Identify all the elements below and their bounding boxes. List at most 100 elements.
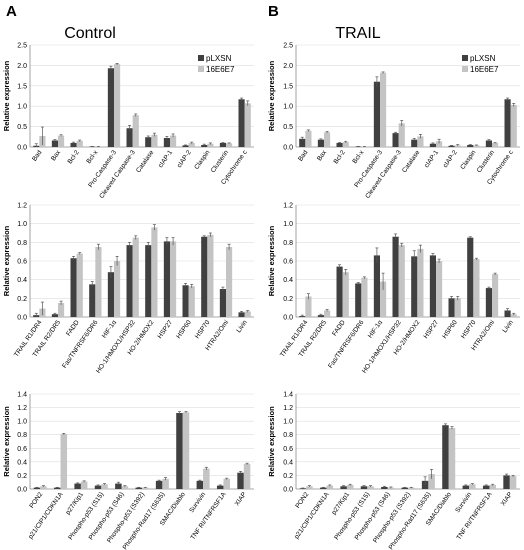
y-tick-label: 0.6 — [17, 259, 27, 266]
bar-16e6e7 — [60, 434, 68, 489]
legend-trail: pLXSN 16E6E7 — [462, 54, 499, 74]
bar-16e6e7 — [509, 476, 517, 489]
x-tick-label: Survivin — [188, 491, 207, 514]
bar-plxsn — [373, 255, 380, 317]
legend-swatch-16e6e7 — [198, 66, 204, 72]
bar-16e6e7 — [188, 286, 195, 317]
bar-plxsn — [504, 310, 511, 317]
bar-plxsn — [467, 144, 474, 147]
bar-16e6e7 — [114, 261, 121, 317]
bar-plxsn — [392, 236, 399, 317]
x-tick-label: Bax — [50, 149, 63, 163]
y-tick-label: 1.0 — [283, 221, 293, 228]
bar-plxsn — [126, 128, 133, 147]
bar-16e6e7 — [448, 427, 456, 489]
y-tick-label: 1.4 — [17, 392, 27, 399]
bar-16e6e7 — [342, 272, 349, 317]
bar-16e6e7 — [326, 485, 334, 489]
x-tick-label: cIAP-2 — [176, 149, 193, 169]
y-tick-label: 0.8 — [283, 432, 293, 439]
x-tick-label: HSP60 — [441, 319, 459, 340]
bar-plxsn — [70, 258, 77, 317]
bar-16e6e7 — [40, 486, 47, 489]
bar-plxsn — [411, 256, 418, 317]
panel-letter-a: A — [6, 3, 17, 20]
bar-plxsn — [411, 139, 418, 147]
bar-plxsn — [485, 140, 492, 147]
bar-16e6e7 — [182, 412, 190, 489]
bar-16e6e7 — [132, 237, 139, 317]
bar-plxsn — [126, 245, 133, 317]
bar-16e6e7 — [223, 478, 230, 489]
bar-16e6e7 — [489, 484, 496, 489]
y-tick-label: 0.0 — [283, 487, 293, 494]
bar-plxsn — [317, 139, 324, 147]
y-tick-label: 0.0 — [17, 145, 27, 152]
bar-plxsn — [482, 485, 490, 489]
bar-plxsn — [336, 266, 343, 317]
bar-16e6e7 — [151, 134, 158, 147]
x-tick-label: HIF-1α — [367, 319, 384, 340]
y-tick-label: 0.2 — [17, 473, 27, 480]
y-tick-label: 0.6 — [17, 446, 27, 453]
chart-b-row-2: 0.0 0.2 0.4 0.6 0.8 1.0 1.2 Relative expression… — [267, 203, 520, 375]
x-tick-label: Phospho-p53 (S392) — [106, 491, 146, 544]
x-tick-label: p27/Kip1 — [331, 491, 352, 516]
y-tick-label: 0.8 — [17, 240, 27, 247]
y-tick-label: 2.5 — [283, 43, 293, 50]
y-tick-label: 1.5 — [17, 83, 27, 90]
x-tick-label: Fas/TNFRSF6/DR6 — [61, 319, 99, 370]
bar-plxsn — [216, 485, 224, 489]
y-tick-label: 1.0 — [283, 104, 293, 111]
bar-16e6e7 — [114, 64, 121, 147]
bar-plxsn — [485, 288, 492, 317]
panel-letter-b: B — [268, 3, 279, 20]
bar-16e6e7 — [398, 245, 405, 317]
bar-16e6e7 — [151, 227, 158, 317]
bar-16e6e7 — [203, 468, 210, 489]
y-tick-label: 0.2 — [283, 473, 293, 480]
y-tick-label: 1.2 — [17, 203, 27, 210]
bar-plxsn — [373, 81, 380, 147]
bar-plxsn — [381, 486, 388, 489]
bar-16e6e7 — [380, 281, 387, 317]
y-axis-title: Relative expression — [267, 406, 276, 477]
y-tick-label: 0.2 — [283, 296, 293, 303]
bar-plxsn — [155, 480, 163, 489]
bar-16e6e7 — [436, 141, 443, 147]
x-tick-label: HIF-1α — [101, 319, 118, 340]
bar-16e6e7 — [473, 145, 480, 147]
y-tick-label: 0.6 — [283, 259, 293, 266]
y-axis-title: Relative expression — [2, 225, 11, 296]
bar-plxsn — [107, 68, 114, 147]
y-axis-title: Relative expression — [2, 406, 11, 477]
bar-plxsn — [33, 487, 41, 489]
y-tick-label: 0.5 — [17, 124, 27, 131]
bar-plxsn — [196, 480, 204, 489]
bar-plxsn — [360, 486, 368, 489]
x-tick-label: Bcl-x — [85, 149, 99, 165]
bar-plxsn — [89, 284, 96, 317]
y-tick-label: 2.0 — [17, 63, 27, 70]
bar-plxsn — [54, 487, 61, 489]
bar-16e6e7 — [142, 487, 149, 489]
bar-16e6e7 — [188, 142, 195, 147]
bar-plxsn — [176, 413, 183, 489]
bar-16e6e7 — [244, 103, 251, 147]
bar-plxsn — [238, 99, 245, 147]
legend-label-plxsn: pLXSN — [206, 54, 232, 63]
bar-16e6e7 — [380, 72, 387, 147]
bar-16e6e7 — [226, 143, 233, 147]
y-tick-label: 1.0 — [17, 419, 27, 426]
x-tick-label: HSP70 — [460, 319, 478, 340]
x-tick-label: Survivin — [454, 491, 473, 514]
y-tick-label: 0.6 — [283, 446, 293, 453]
y-tick-label: 0.0 — [17, 315, 27, 322]
bar-plxsn — [219, 289, 226, 317]
bar-16e6e7 — [170, 135, 177, 147]
bar-plxsn — [115, 483, 122, 489]
legend-swatch-plxsn — [198, 55, 204, 61]
bar-plxsn — [503, 475, 510, 489]
bar-16e6e7 — [132, 115, 139, 147]
y-tick-label: 0.5 — [283, 124, 293, 131]
